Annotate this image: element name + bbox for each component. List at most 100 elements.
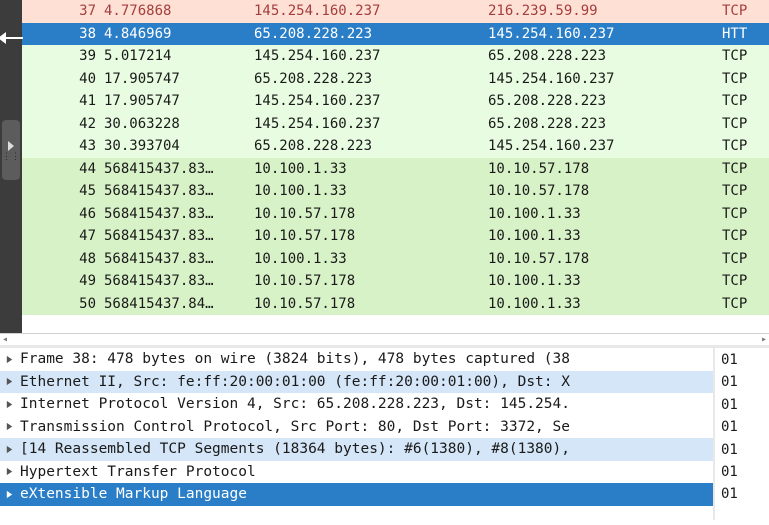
- cell-col-src: 145.254.160.237: [254, 90, 488, 113]
- cell-col-src: 10.100.1.33: [254, 158, 488, 181]
- cell-col-dst: 145.254.160.237: [488, 135, 722, 158]
- tree-row[interactable]: Transmission Control Protocol, Src Port:…: [0, 416, 713, 439]
- packet-row[interactable]: 46568415437.83…10.10.57.17810.100.1.33TC…: [0, 203, 769, 226]
- cell-col-no: 45: [44, 180, 104, 203]
- cell-col-no: 42: [44, 113, 104, 136]
- cell-col-no: 43: [44, 135, 104, 158]
- tree-row[interactable]: Internet Protocol Version 4, Src: 65.208…: [0, 393, 713, 416]
- expand-caret-icon[interactable]: [2, 420, 16, 434]
- packet-row[interactable]: 45568415437.83…10.100.1.3310.10.57.178TC…: [0, 180, 769, 203]
- expand-caret-icon[interactable]: [2, 397, 16, 411]
- cell-col-dst: 10.10.57.178: [488, 180, 722, 203]
- hex-row: 01: [721, 349, 763, 371]
- tree-label: Frame 38: 478 bytes on wire (3824 bits),…: [20, 348, 570, 371]
- packet-row[interactable]: 47568415437.83…10.10.57.17810.100.1.33TC…: [0, 225, 769, 248]
- cell-col-time: 30.393704: [104, 135, 254, 158]
- cell-col-time: 568415437.83…: [104, 158, 254, 181]
- scroll-left-icon[interactable]: ◂: [0, 335, 10, 345]
- expand-caret-icon[interactable]: [2, 352, 16, 366]
- packet-list-pane[interactable]: ⋮⋮ 374.776868145.254.160.237216.239.59.9…: [0, 0, 769, 333]
- cell-col-dst: 65.208.228.223: [488, 45, 722, 68]
- cell-col-no: 41: [44, 90, 104, 113]
- cell-col-dst: 145.254.160.237: [488, 68, 722, 91]
- cell-col-time: 5.017214: [104, 45, 254, 68]
- hex-row: 01: [721, 483, 763, 505]
- packet-row[interactable]: 48568415437.83…10.100.1.3310.10.57.178TC…: [0, 248, 769, 271]
- hex-pane[interactable]: 01010101010101: [713, 348, 769, 520]
- cell-col-time: 17.905747: [104, 68, 254, 91]
- expand-caret-icon[interactable]: [2, 487, 16, 501]
- packet-row[interactable]: 4330.39370465.208.228.223145.254.160.237…: [0, 135, 769, 158]
- packet-row[interactable]: 4017.90574765.208.228.223145.254.160.237…: [0, 68, 769, 91]
- cell-col-src: 145.254.160.237: [254, 45, 488, 68]
- tree-label: Internet Protocol Version 4, Src: 65.208…: [20, 393, 570, 416]
- packet-row[interactable]: 395.017214145.254.160.23765.208.228.223T…: [0, 45, 769, 68]
- tree-row[interactable]: Ethernet II, Src: fe:ff:20:00:01:00 (fe:…: [0, 371, 713, 394]
- gutter-handle[interactable]: ⋮⋮: [2, 120, 20, 180]
- cell-col-time: 568415437.84…: [104, 293, 254, 316]
- hex-row: 01: [721, 394, 763, 416]
- cell-col-time: 568415437.83…: [104, 270, 254, 293]
- packet-row[interactable]: 49568415437.83…10.10.57.17810.100.1.33TC…: [0, 270, 769, 293]
- cell-col-dst: 10.100.1.33: [488, 293, 722, 316]
- tree-label: Hypertext Transfer Protocol: [20, 461, 256, 484]
- hex-row: 01: [721, 461, 763, 483]
- cell-col-src: 145.254.160.237: [254, 0, 488, 23]
- tree-label: Ethernet II, Src: fe:ff:20:00:01:00 (fe:…: [20, 371, 570, 394]
- cell-col-src: 10.10.57.178: [254, 203, 488, 226]
- tree-label: [14 Reassembled TCP Segments (18364 byte…: [20, 438, 570, 461]
- tree-row[interactable]: Hypertext Transfer Protocol: [0, 461, 713, 484]
- cell-col-dst: 10.10.57.178: [488, 158, 722, 181]
- cell-col-proto: HTT: [722, 23, 768, 46]
- scroll-right-icon[interactable]: ▸: [759, 335, 769, 345]
- packet-row[interactable]: 4117.905747145.254.160.23765.208.228.223…: [0, 90, 769, 113]
- cell-col-proto: TCP: [722, 293, 768, 316]
- cell-col-no: 49: [44, 270, 104, 293]
- cell-col-time: 568415437.83…: [104, 248, 254, 271]
- gutter-arrow-line: [5, 37, 23, 39]
- cell-col-dst: 10.10.57.178: [488, 248, 722, 271]
- cell-col-dst: 65.208.228.223: [488, 90, 722, 113]
- expand-caret-icon[interactable]: [2, 442, 16, 456]
- packet-row[interactable]: 50568415437.84…10.10.57.17810.100.1.33TC…: [0, 293, 769, 316]
- cell-col-src: 10.10.57.178: [254, 270, 488, 293]
- cell-col-time: 4.776868: [104, 0, 254, 23]
- expand-caret-icon[interactable]: [2, 465, 16, 479]
- cell-col-dst: 145.254.160.237: [488, 23, 722, 46]
- tree-row[interactable]: [14 Reassembled TCP Segments (18364 byte…: [0, 438, 713, 461]
- cell-col-no: 37: [44, 0, 104, 23]
- hex-row: 01: [721, 439, 763, 461]
- cell-col-no: 39: [44, 45, 104, 68]
- cell-col-proto: TCP: [722, 0, 768, 23]
- hscrollbar[interactable]: ◂ ▸: [0, 333, 769, 345]
- cell-col-no: 44: [44, 158, 104, 181]
- cell-col-proto: TCP: [722, 45, 768, 68]
- cell-col-src: 10.100.1.33: [254, 180, 488, 203]
- cell-col-proto: TCP: [722, 248, 768, 271]
- cell-col-dst: 10.100.1.33: [488, 270, 722, 293]
- cell-col-no: 47: [44, 225, 104, 248]
- cell-col-dst: 10.100.1.33: [488, 225, 722, 248]
- cell-col-no: 46: [44, 203, 104, 226]
- left-gutter: ⋮⋮: [0, 0, 22, 333]
- packet-row[interactable]: 4230.063228145.254.160.23765.208.228.223…: [0, 113, 769, 136]
- cell-col-src: 10.10.57.178: [254, 225, 488, 248]
- tree-row[interactable]: eXtensible Markup Language: [0, 483, 713, 506]
- packet-row[interactable]: 384.84696965.208.228.223145.254.160.237H…: [0, 23, 769, 46]
- expand-caret-icon[interactable]: [2, 375, 16, 389]
- cell-col-dst: 65.208.228.223: [488, 113, 722, 136]
- cell-col-time: 568415437.83…: [104, 225, 254, 248]
- packet-row[interactable]: 374.776868145.254.160.237216.239.59.99TC…: [0, 0, 769, 23]
- packet-row[interactable]: 44568415437.83…10.100.1.3310.10.57.178TC…: [0, 158, 769, 181]
- proto-tree[interactable]: Frame 38: 478 bytes on wire (3824 bits),…: [0, 348, 713, 520]
- cell-col-proto: TCP: [722, 203, 768, 226]
- cell-col-no: 40: [44, 68, 104, 91]
- details-pane: Frame 38: 478 bytes on wire (3824 bits),…: [0, 345, 769, 520]
- cell-col-proto: TCP: [722, 90, 768, 113]
- tree-row[interactable]: Frame 38: 478 bytes on wire (3824 bits),…: [0, 348, 713, 371]
- cell-col-src: 65.208.228.223: [254, 68, 488, 91]
- cell-col-proto: TCP: [722, 68, 768, 91]
- tree-label: eXtensible Markup Language: [20, 483, 247, 506]
- cell-col-no: 50: [44, 293, 104, 316]
- cell-col-dst: 10.100.1.33: [488, 203, 722, 226]
